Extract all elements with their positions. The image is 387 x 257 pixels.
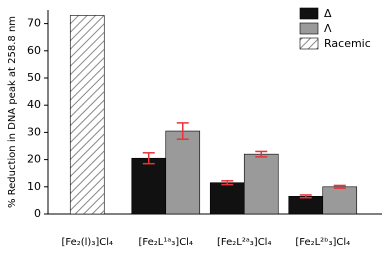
error-bar [176, 122, 189, 140]
x-tick-label: [Fe₂(l)₃]Cl₄ [61, 237, 113, 248]
bar [209, 182, 245, 215]
x-tick-label: [Fe₂L²ᵃ₃]Cl₄ [217, 237, 271, 248]
legend-swatch [299, 7, 319, 20]
bar [69, 15, 105, 215]
x-tick-label: [Fe₂L¹ᵃ₃]Cl₄ [139, 237, 193, 248]
bar [131, 157, 167, 215]
x-tick-label: [Fe₂L²ᵇ₃]Cl₄ [295, 237, 350, 248]
bar [288, 196, 324, 215]
legend-label: Λ [324, 22, 332, 35]
legend-label: Racemic [324, 37, 371, 50]
y-tick-label: 20 [27, 153, 41, 166]
error-bar [255, 150, 268, 158]
y-axis-label: % Reduction in DNA peak at 258.8 nm [7, 16, 18, 208]
error-bar [333, 184, 346, 189]
y-tick-label: 50 [27, 71, 41, 84]
y-tick-label: 70 [27, 17, 41, 30]
y-tick-label: 40 [27, 98, 41, 111]
y-tick-label: 30 [27, 125, 41, 138]
error-bar [221, 180, 234, 186]
bar [165, 130, 201, 215]
bar [243, 153, 279, 215]
legend-label: Δ [324, 7, 332, 20]
error-bar [299, 194, 312, 199]
y-tick-label: 60 [27, 44, 41, 57]
y-tick-label: 0 [34, 207, 41, 220]
legend-swatch [299, 22, 319, 35]
bar [322, 186, 358, 215]
error-bar [142, 152, 155, 165]
y-tick-label: 10 [27, 180, 41, 193]
legend-swatch [299, 37, 319, 50]
